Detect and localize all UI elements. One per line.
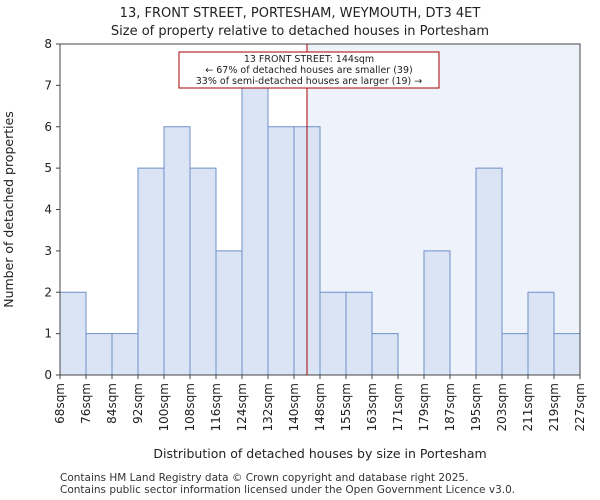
y-tick-label: 6 — [44, 120, 52, 134]
histogram-bar — [423, 250, 451, 376]
x-tick-label: 76sqm — [79, 383, 93, 424]
x-tick-label: 92sqm — [131, 383, 145, 424]
x-tick-label: 211sqm — [521, 383, 535, 431]
histogram-bar — [137, 167, 165, 376]
x-tick-label: 179sqm — [417, 383, 431, 431]
x-tick-label: 227sqm — [573, 383, 587, 431]
histogram-bar — [111, 333, 139, 376]
histogram-bar — [59, 291, 87, 376]
histogram-bar — [163, 126, 191, 376]
footer-copyright: Contains HM Land Registry data © Crown c… — [60, 472, 469, 484]
histogram-bar — [189, 167, 217, 376]
chart-title: 13, FRONT STREET, PORTESHAM, WEYMOUTH, D… — [119, 6, 481, 21]
x-tick-label: 219sqm — [547, 383, 561, 431]
x-tick-label: 155sqm — [339, 383, 353, 431]
y-tick-label: 4 — [44, 203, 52, 217]
histogram-bar — [371, 333, 399, 376]
x-tick-label: 148sqm — [313, 383, 327, 431]
annotation-line: 13 FRONT STREET: 144sqm — [244, 54, 374, 65]
x-tick-label: 124sqm — [235, 383, 249, 431]
histogram-bar — [501, 333, 529, 376]
x-tick-label: 203sqm — [495, 383, 509, 431]
y-tick-label: 5 — [44, 161, 52, 175]
x-tick-label: 187sqm — [443, 383, 457, 431]
histogram-bar — [319, 291, 347, 376]
histogram-bar — [345, 291, 373, 376]
x-axis-label: Distribution of detached houses by size … — [153, 446, 486, 461]
y-tick-label: 0 — [44, 368, 52, 382]
y-tick-label: 8 — [44, 37, 52, 51]
x-tick-label: 108sqm — [183, 383, 197, 431]
histogram-bar — [553, 333, 581, 376]
histogram-bar — [267, 126, 295, 376]
y-axis-label: Number of detached properties — [1, 111, 16, 308]
annotation-line: ← 67% of detached houses are smaller (39… — [205, 65, 412, 76]
y-tick-label: 1 — [44, 327, 52, 341]
histogram-bar — [241, 84, 269, 376]
x-tick-label: 195sqm — [469, 383, 483, 431]
histogram-chart: 0 1 2 3 4 5 6 7 8 68sqm 76sqm 84sqm 92sqm 100sqm 108sq… — [1, 37, 587, 461]
x-tick-label: 132sqm — [261, 383, 275, 431]
y-tick-label: 2 — [44, 285, 52, 299]
x-tick-label: 84sqm — [105, 383, 119, 424]
x-tick-label: 100sqm — [157, 383, 171, 431]
y-tick-label: 3 — [44, 244, 52, 258]
histogram-bar — [85, 333, 113, 376]
x-tick-label: 171sqm — [391, 383, 405, 431]
histogram-bar — [527, 291, 555, 376]
footer-licence: Contains public sector information licen… — [60, 484, 516, 496]
annotation-box — [178, 51, 440, 89]
histogram-bar — [215, 250, 243, 376]
y-tick-label: 7 — [44, 78, 52, 92]
annotation-line: 33% of semi-detached houses are larger (… — [196, 76, 423, 87]
histogram-bar — [475, 167, 503, 376]
x-tick-label: 68sqm — [53, 383, 67, 424]
x-tick-label: 163sqm — [365, 383, 379, 431]
x-tick-label: 140sqm — [287, 383, 301, 431]
x-tick-label: 116sqm — [209, 383, 223, 431]
chart-subtitle: Size of property relative to detached ho… — [110, 24, 490, 39]
